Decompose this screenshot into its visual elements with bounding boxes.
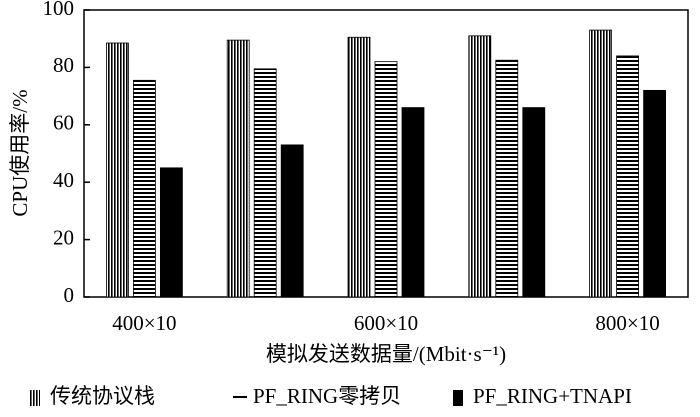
legend-label: PF_RING零拷贝 — [253, 384, 401, 408]
legend-swatch — [453, 390, 463, 406]
bar — [226, 39, 250, 298]
bar — [616, 55, 639, 298]
legend-swatch — [233, 395, 247, 399]
bar — [374, 61, 398, 298]
bar — [401, 107, 425, 298]
bar — [589, 29, 612, 298]
bar — [468, 35, 492, 298]
y-tick-label: 100 — [43, 0, 75, 20]
legend-swatch — [30, 390, 40, 406]
bar — [495, 59, 519, 298]
y-tick-label: 80 — [53, 53, 74, 77]
bar — [106, 42, 129, 298]
legend-label: PF_RING+TNAPI — [473, 384, 632, 408]
bar — [643, 89, 666, 298]
bar — [132, 79, 156, 298]
x-tick-label: 600×10 — [354, 311, 418, 335]
x-tick-label: 400×10 — [112, 311, 176, 335]
bar — [253, 68, 277, 298]
legend-label: 传统协议栈 — [50, 384, 155, 408]
y-tick-label: 20 — [53, 225, 74, 249]
bar — [280, 144, 304, 298]
y-axis-label: CPU使用率/% — [8, 89, 32, 216]
y-tick-label: 0 — [64, 283, 75, 307]
x-axis-label: 模拟发送数据量/(Mbit·s⁻¹) — [266, 342, 506, 366]
bar — [159, 167, 183, 298]
bar — [522, 107, 546, 298]
y-tick-label: 60 — [53, 111, 74, 135]
y-tick-label: 40 — [53, 168, 74, 192]
x-tick-label: 800×10 — [595, 311, 659, 335]
bar — [347, 36, 371, 298]
